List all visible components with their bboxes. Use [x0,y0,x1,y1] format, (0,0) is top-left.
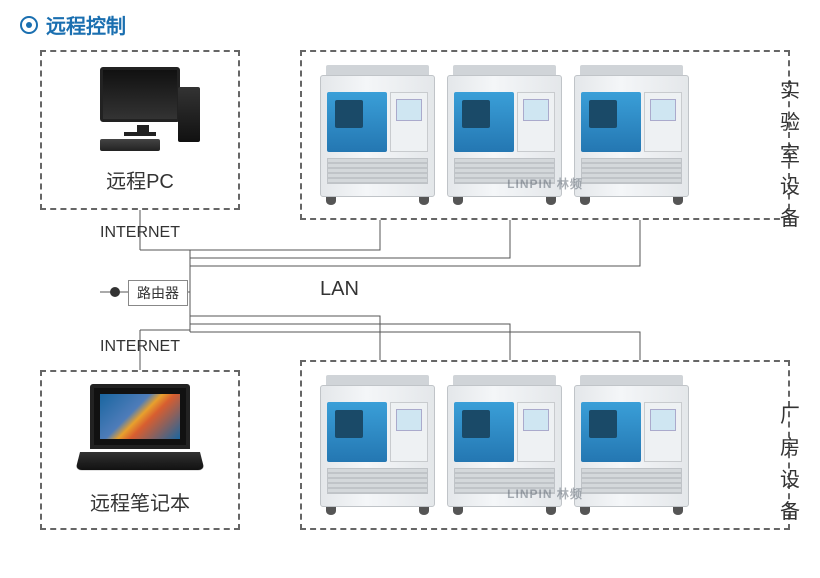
watermark: LINPIN 林频 [300,485,790,502]
internet-label-bottom: INTERNET [100,338,180,356]
router-label: 路由器 [128,280,188,306]
laptop-caption: 远程笔记本 [90,487,190,516]
laptop-icon [70,384,210,479]
pc-caption: 远程PC [106,165,174,194]
desktop-pc-icon [80,67,200,157]
lan-label: LAN [320,278,359,301]
router-node-icon [110,287,120,297]
factory-equipment-box [300,360,790,530]
lab-side-label: 实验室设备 [778,75,802,235]
title-text: 远程控制 [46,10,126,39]
remote-laptop-box: 远程笔记本 [40,370,240,530]
watermark: LINPIN 林频 [300,175,790,192]
target-icon [20,16,38,34]
remote-pc-box: 远程PC [40,50,240,210]
factory-side-label: 厂房设备 [778,400,802,528]
internet-label-top: INTERNET [100,224,180,242]
lab-equipment-box [300,50,790,220]
diagram-title: 远程控制 [20,10,126,39]
